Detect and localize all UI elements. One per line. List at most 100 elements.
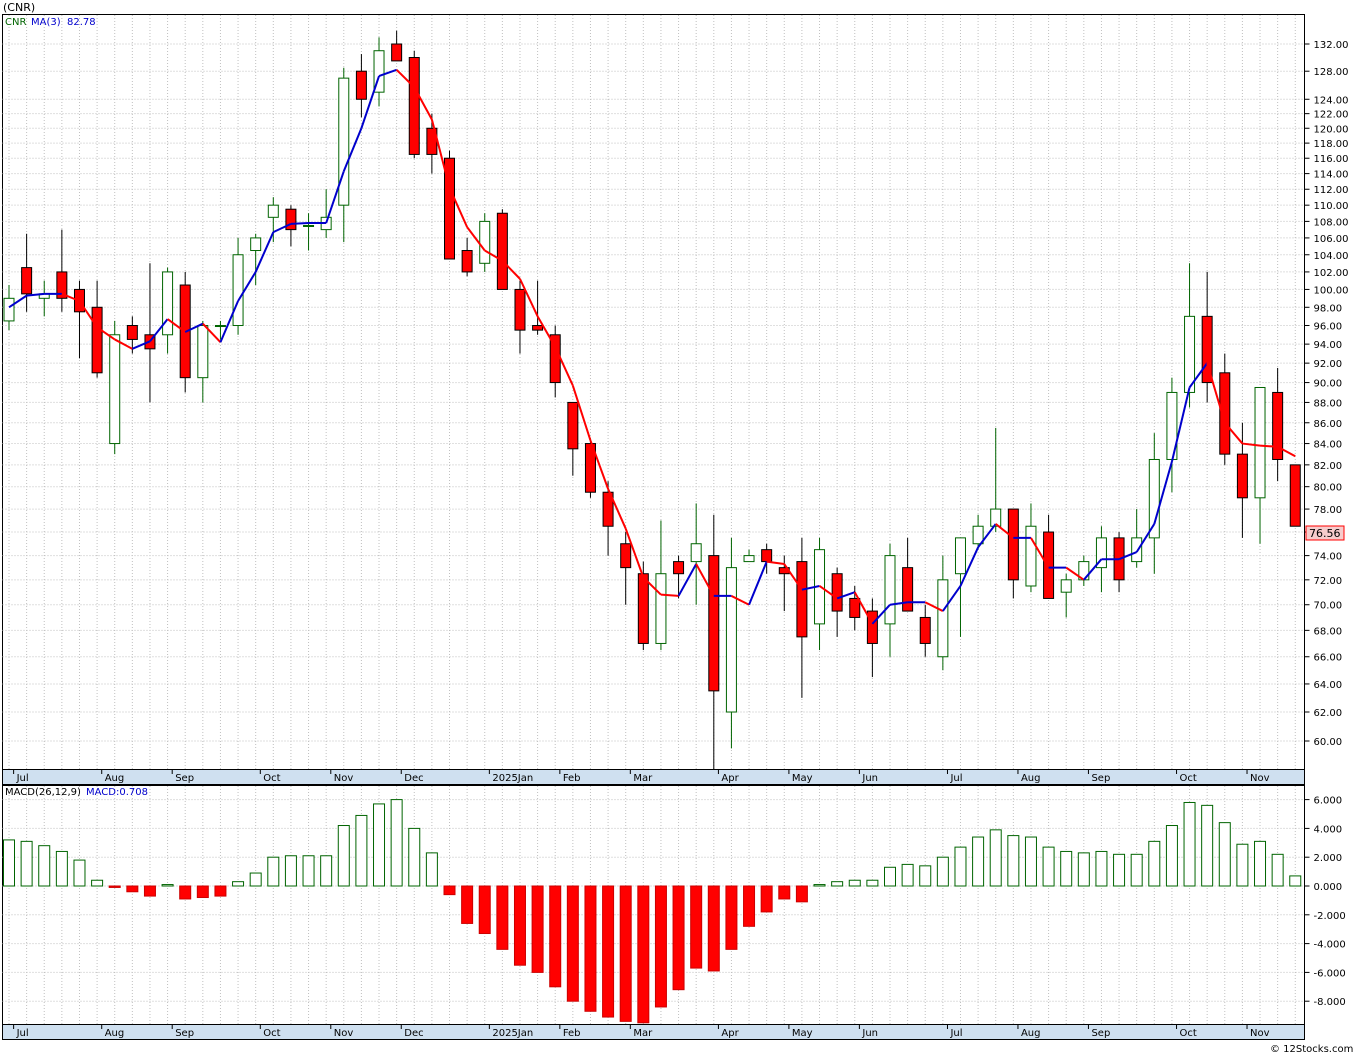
ma-segment — [783, 563, 803, 591]
macd-bar — [1236, 843, 1249, 887]
date-axis-bottom — [2, 1024, 1305, 1040]
candle — [479, 213, 491, 272]
macd-legend-value: MACD:0.708 — [86, 787, 148, 798]
ma-segment — [748, 561, 768, 606]
ma-segment — [1188, 362, 1208, 389]
candle — [303, 213, 315, 251]
date-label: Jul — [16, 1028, 29, 1039]
macd-tick-label: -8.000 — [1314, 997, 1346, 1008]
ma-segment — [61, 292, 80, 302]
macd-bar — [831, 881, 844, 887]
candle — [1201, 271, 1213, 403]
date-label: Aug — [105, 1028, 125, 1039]
price-tick-label: 104.00 — [1314, 251, 1349, 262]
date-label: May — [792, 1028, 813, 1039]
macd-bar — [337, 825, 350, 887]
macd-bar — [884, 866, 896, 887]
candle — [690, 503, 702, 605]
date-label: Jul — [949, 773, 962, 784]
macd-bar — [1183, 801, 1196, 887]
date-label: 2025Jan — [492, 773, 533, 784]
macd-bar — [267, 856, 280, 887]
candle — [1254, 386, 1266, 544]
candle — [937, 555, 949, 671]
date-label: Sep — [175, 1028, 194, 1039]
ma-segment — [977, 523, 997, 548]
macd-bar — [637, 885, 650, 1024]
macd-bar — [425, 852, 438, 887]
ma-segment — [1065, 566, 1085, 581]
price-gridlines — [2, 15, 1305, 769]
ma-segment — [589, 440, 610, 490]
candle — [708, 514, 720, 771]
legend-ma-value: 82.78 — [67, 17, 96, 28]
legend-ma-label: MA(3) — [31, 17, 61, 28]
candle — [796, 537, 808, 698]
macd-bar — [3, 839, 15, 887]
ma-segment — [466, 226, 486, 252]
ma-segment — [184, 322, 204, 333]
price-tick-label: 68.00 — [1314, 626, 1343, 637]
ma-segment — [871, 604, 891, 625]
ma-segment — [554, 346, 574, 386]
date-label: Nov — [1250, 773, 1270, 784]
macd-bar — [355, 814, 368, 887]
candle — [1131, 509, 1143, 568]
macd-bar — [1271, 853, 1284, 887]
ma-segment — [730, 595, 750, 606]
candle — [1043, 514, 1055, 599]
candle — [1148, 433, 1160, 574]
price-tick-label: 72.00 — [1314, 576, 1343, 587]
candle — [444, 150, 455, 260]
candle — [919, 604, 931, 657]
ma-segment — [1206, 362, 1226, 424]
last-price-badge: 76.56 — [1305, 525, 1345, 541]
candle — [602, 481, 614, 556]
candle — [355, 54, 367, 118]
price-tick-label: 62.00 — [1314, 708, 1343, 719]
price-tick-label: 118.00 — [1314, 139, 1349, 150]
macd-y-axis: 6.000 4.000 2.000 0.000 -2.000 -4.000 -6.000 -8… — [1304, 796, 1346, 1008]
macd-tick-label: 4.000 — [1314, 824, 1343, 835]
price-candles — [3, 30, 1301, 771]
ma-segment — [149, 318, 169, 342]
candle — [1025, 503, 1037, 593]
candle — [884, 543, 896, 657]
macd-bar — [549, 885, 562, 988]
price-tick-label: 94.00 — [1314, 340, 1343, 351]
candle — [461, 237, 473, 277]
price-tick-label: 74.00 — [1314, 552, 1343, 563]
macd-bar — [602, 885, 615, 1018]
macd-bar — [743, 885, 756, 927]
macd-bar — [284, 855, 297, 887]
price-tick-label: 122.00 — [1314, 110, 1349, 121]
macd-bar — [320, 855, 333, 887]
macd-bar — [126, 885, 139, 893]
ma-segment — [1153, 461, 1173, 525]
ma-segment — [430, 119, 451, 188]
macd-bar — [1060, 850, 1073, 887]
candle — [1060, 573, 1072, 618]
macd-bar — [901, 863, 914, 887]
macd-bar — [513, 885, 526, 966]
macd-bar — [1148, 840, 1161, 887]
ma-segment — [695, 563, 715, 597]
macd-bar — [813, 884, 826, 887]
date-label: Sep — [1091, 773, 1110, 784]
date-label: Oct — [1180, 773, 1197, 784]
price-tick-label: 86.00 — [1314, 419, 1343, 430]
candle — [725, 537, 737, 749]
macd-bar — [584, 885, 597, 1012]
date-label: Oct — [1180, 1028, 1197, 1039]
macd-bar — [196, 885, 209, 899]
ma-segment — [766, 560, 785, 565]
macd-panel — [2, 785, 1305, 1025]
date-label: Feb — [563, 1028, 581, 1039]
macd-bar — [214, 885, 227, 897]
ma-segment — [8, 294, 28, 309]
legend-ticker: CNR — [5, 17, 26, 28]
date-label: Feb — [563, 773, 581, 784]
date-label: May — [792, 773, 813, 784]
ma-segment — [360, 75, 380, 129]
